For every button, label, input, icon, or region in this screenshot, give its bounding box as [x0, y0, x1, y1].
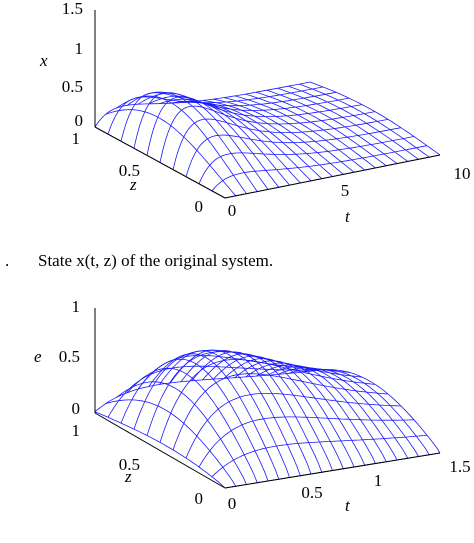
mesh-line [159, 105, 376, 163]
mesh-line [198, 416, 415, 468]
tick-label: 0.5 [119, 161, 140, 180]
mesh-line [213, 98, 344, 175]
mesh-line [159, 350, 290, 478]
tick-label: 0 [228, 201, 237, 220]
tick-label: 0 [228, 494, 237, 513]
tick-label: 0.5 [301, 483, 322, 502]
tick-label: 1 [72, 421, 81, 440]
tick-label: 10 [454, 164, 471, 183]
mesh-line [211, 145, 428, 192]
axis-label: t [345, 496, 351, 515]
mesh-line [211, 434, 428, 478]
tick-label: 0.5 [59, 347, 80, 366]
tick-label: 0 [195, 489, 204, 508]
mesh-line [185, 127, 402, 177]
tick-label: 1.5 [62, 0, 83, 18]
mesh-line [146, 351, 363, 436]
surface-mesh [94, 81, 441, 199]
mesh-line [120, 354, 337, 424]
mesh-line [133, 349, 350, 430]
tick-label: 0 [195, 197, 204, 216]
tick-label: 1.5 [449, 457, 470, 476]
axis-label: x [39, 51, 48, 70]
axis-label: z [129, 175, 137, 194]
mesh-line [146, 96, 363, 156]
axis-label: e [34, 347, 42, 366]
mesh-line [223, 97, 355, 173]
mesh-line [172, 373, 389, 451]
mesh-line [133, 92, 350, 149]
axis-line [94, 126, 226, 199]
mesh-line [148, 95, 280, 188]
surface-mesh [94, 349, 441, 489]
tick-label: 1 [374, 471, 383, 490]
axis-line [94, 412, 226, 489]
mesh-line [94, 81, 311, 128]
tick-label: 5 [341, 181, 350, 200]
axis-line [224, 154, 441, 199]
tick-label: 0 [75, 111, 84, 130]
axis-label: t [345, 207, 351, 226]
caption-label: . [5, 251, 9, 270]
mesh-line [198, 136, 415, 184]
mesh-line [127, 367, 258, 483]
mesh-line [120, 91, 337, 142]
axis-label: z [124, 467, 132, 486]
tick-label: 0.5 [62, 77, 83, 96]
axis-line [224, 452, 441, 489]
tick-label: 1 [75, 39, 84, 58]
mesh-line [94, 370, 311, 413]
tick-label: 1 [72, 129, 81, 148]
tick-label: 0 [72, 399, 81, 418]
tick-label: 1 [72, 297, 81, 316]
mesh-line [105, 109, 237, 197]
mesh-line [185, 392, 402, 459]
mesh-line [172, 118, 389, 170]
mesh-line [107, 86, 324, 135]
tick-label: 0.5 [119, 455, 140, 474]
caption-text: State x(t, z) of the original system. [38, 251, 273, 270]
mesh-line [107, 365, 323, 418]
